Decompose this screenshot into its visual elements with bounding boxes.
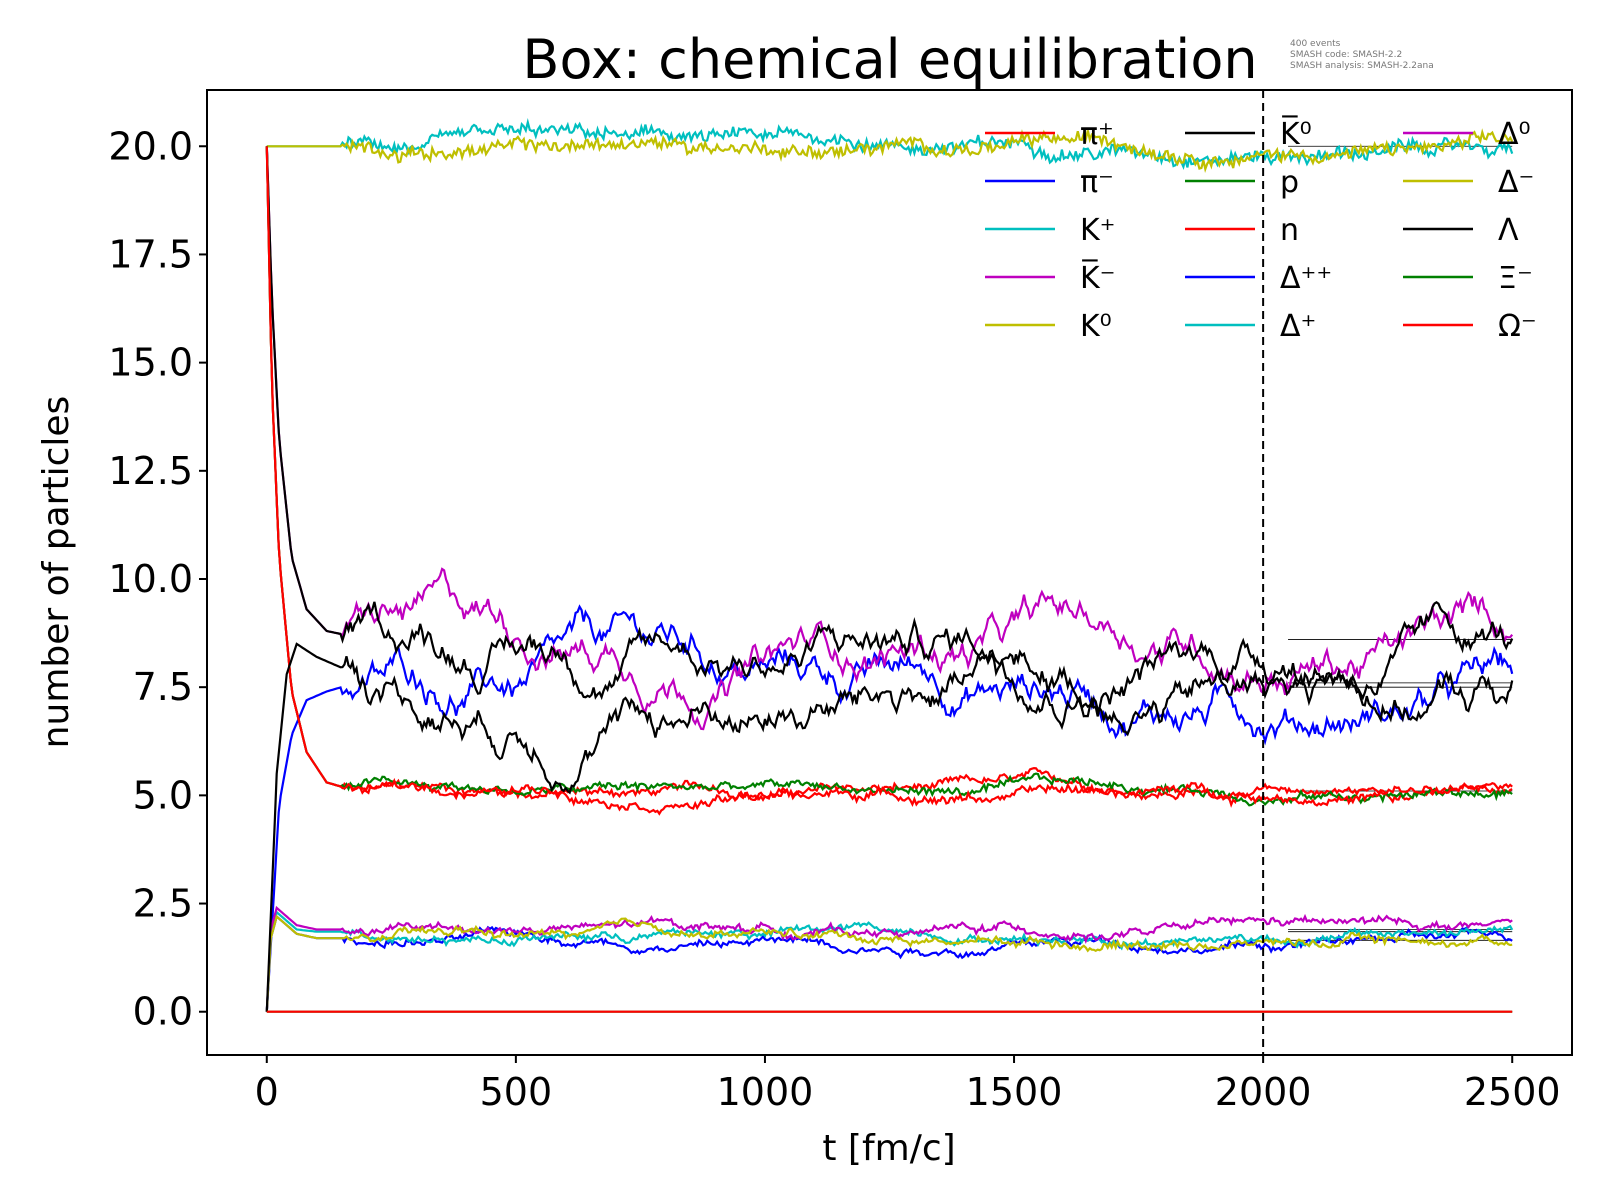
y-tick-label: 20.0 [108,124,193,168]
series-line [265,642,1514,1012]
legend: π⁺ π⁻ K⁺ K̅⁻ K⁰ K̅⁰ pn Δ⁺⁺ Δ⁺ Δ⁰ Δ⁻ Λ Ξ⁻ Ω⁻ [985,115,1537,344]
run-info-line: SMASH code: SMASH-2.2 [1290,50,1402,60]
x-tick-label: 1500 [966,1070,1063,1114]
series-line [265,146,1513,807]
legend-label: K⁺ [1080,213,1116,248]
legend-label: Δ⁻ [1498,165,1534,200]
legend-label: K⁰ [1080,309,1112,344]
series-line [265,146,1514,731]
axes-frame [206,89,1573,1056]
y-axis-label: number of particles [36,396,77,749]
legend-label: K̅⁰ [1280,115,1312,152]
series-line [266,128,1514,173]
legend-label: Δ⁺⁺ [1280,261,1332,296]
legend-label: Ξ⁻ [1498,261,1533,296]
x-tick-label: 2500 [1464,1070,1561,1114]
legend-label: Δ⁰ [1498,117,1531,152]
y-tick-label: 2.5 [133,882,193,926]
series-line [265,604,1514,1012]
y-tick-label: 17.5 [108,232,193,276]
legend-label: Λ [1498,213,1519,248]
legend-label: Δ⁺ [1280,309,1316,344]
x-tick-label: 0 [255,1070,279,1114]
plot-area [265,90,1514,1055]
x-axis: 0 500 1000 1500 2000 2500 [255,1055,1561,1114]
legend-label: π⁺ [1080,117,1114,152]
series-line [265,146,1513,816]
y-tick-label: 12.5 [108,449,193,493]
run-info-line: 400 events [1290,39,1341,49]
y-axis: 0.0 2.5 5.0 7.5 10.0 12.5 15.0 17.5 20.0 [108,124,207,1034]
y-tick-label: 15.0 [108,341,193,385]
series-line [265,914,1513,1012]
y-tick-label: 0.0 [133,990,193,1034]
legend-label: p [1280,165,1299,200]
chart-title: Box: chemical equilibration [522,28,1257,91]
legend-label: K̅⁻ [1080,259,1116,296]
x-tick-label: 500 [480,1070,553,1114]
legend-label: Ω⁻ [1498,309,1537,344]
legend-label: n [1280,213,1299,248]
run-info-line: SMASH analysis: SMASH-2.2ana [1290,61,1434,71]
x-axis-label: t [fm/c] [822,1128,955,1169]
legend-label: π⁻ [1080,165,1114,200]
run-info: 400 events SMASH code: SMASH-2.2 SMASH a… [1290,39,1434,71]
series-line [265,146,1514,731]
y-tick-label: 7.5 [133,665,193,709]
x-tick-label: 1000 [717,1070,814,1114]
series-line [265,146,1513,808]
y-tick-label: 5.0 [133,773,193,817]
x-tick-label: 2000 [1215,1070,1312,1114]
y-tick-label: 10.0 [108,557,193,601]
